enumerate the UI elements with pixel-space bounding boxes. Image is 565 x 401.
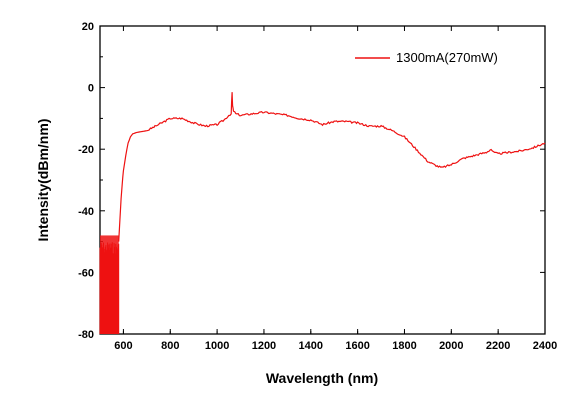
x-tick-label: 1600: [345, 340, 369, 352]
x-tick-label: 2000: [439, 340, 463, 352]
legend: 1300mA(270mW): [355, 50, 498, 65]
y-tick-label: 20: [82, 21, 94, 33]
x-tick-label: 2400: [533, 340, 557, 352]
x-tick-label: 1400: [299, 340, 323, 352]
y-tick-label: 0: [88, 83, 94, 95]
plot-frame: [99, 25, 546, 335]
series-line: [118, 92, 546, 242]
x-axis-title: Wavelength (nm): [266, 370, 378, 386]
x-tick-label: 800: [161, 340, 179, 352]
x-tick-label: 2200: [486, 340, 510, 352]
y-axis-title: Intensity(dBm/nm): [35, 119, 51, 242]
y-tick-label: -80: [78, 329, 94, 341]
x-tick-label: 1000: [205, 340, 229, 352]
x-tick-label: 1200: [252, 340, 276, 352]
y-axis: -80 -60 -40 -20 0 20: [78, 21, 545, 341]
noise-band: [99, 235, 120, 334]
y-tick-label: -20: [78, 144, 94, 156]
x-axis: 600 800 1000 1200 1400 1600 1800 2000 2200 2400: [114, 26, 557, 352]
x-tick-label: 600: [114, 340, 132, 352]
y-tick-label: -60: [78, 267, 94, 279]
x-tick-label: 1800: [392, 340, 416, 352]
legend-label: 1300mA(270mW): [396, 50, 498, 65]
y-tick-label: -40: [78, 206, 94, 218]
noise-spikes: [99, 242, 120, 334]
